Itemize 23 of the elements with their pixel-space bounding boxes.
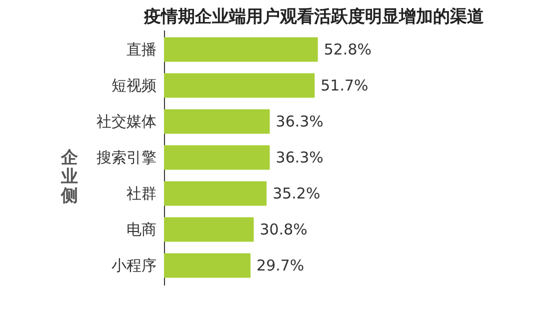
bar [164,109,270,134]
chart-title: 疫情期企业端用户观看活跃度明显增加的渠道 [143,7,484,27]
bar [164,217,254,242]
bar [164,253,251,278]
data-label: 52.8% [324,40,372,58]
y-tick-label: 社交媒体 [96,112,156,130]
bar [164,181,267,206]
y-tick-label: 社群 [126,184,156,203]
data-label: 36.3% [276,112,324,130]
y-tick-label: 短视频 [112,76,156,94]
data-label: 51.7% [320,76,368,94]
y-tick-label: 直播 [126,40,156,58]
data-label: 29.7% [256,256,304,275]
y-tick-label: 搜索引擎 [96,148,156,166]
bar [164,145,270,170]
data-label: 35.2% [272,184,320,203]
y-tick-label: 电商 [126,220,156,239]
bar [164,37,318,62]
bar [164,73,315,98]
data-label: 36.3% [276,148,324,166]
data-label: 30.8% [260,220,308,239]
y-tick-label: 小程序 [112,256,156,275]
y-axis-title: 企业侧 [60,148,79,206]
